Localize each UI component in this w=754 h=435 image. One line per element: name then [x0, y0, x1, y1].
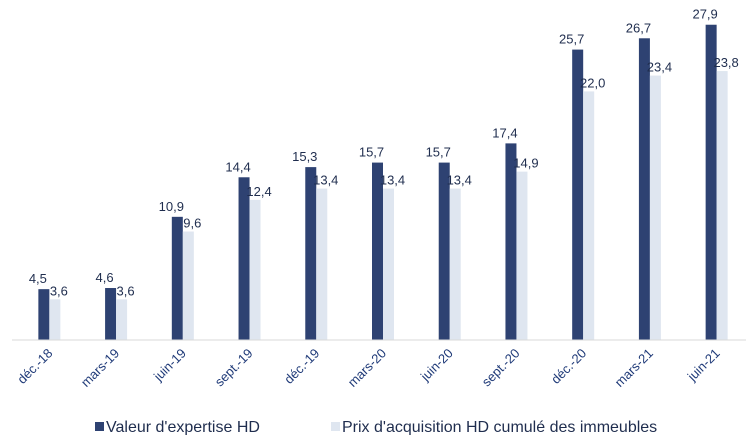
data-label-valeur-expertise-dec-19: 15,3: [292, 149, 317, 164]
x-tick-label-sept-19: sept.-19: [212, 346, 256, 390]
bar-valeur-expertise-sept-19: [238, 177, 250, 340]
data-label-prix-acquisition-mars-19: 3,6: [117, 283, 135, 298]
bar-valeur-expertise-dec-20: [572, 49, 584, 341]
bar-prix-acquisition-mars-19: [116, 299, 128, 340]
data-label-valeur-expertise-dec-20: 25,7: [559, 32, 584, 47]
data-label-prix-acquisition-mars-20: 13,4: [380, 173, 405, 188]
x-tick-label-juin-20: juin-20: [417, 346, 456, 385]
bar-prix-acquisition-juin-21: [716, 71, 728, 340]
data-label-valeur-expertise-juin-20: 15,7: [426, 145, 451, 160]
bar-prix-acquisition-mars-20: [383, 188, 394, 340]
data-label-valeur-expertise-mars-21: 26,7: [626, 20, 651, 35]
bar-valeur-expertise-mars-20: [372, 162, 383, 340]
x-tick-label-mars-20: mars-20: [345, 346, 389, 390]
data-label-prix-acquisition-juin-21: 23,8: [713, 55, 738, 70]
bar-prix-acquisition-sept-19: [249, 199, 261, 340]
x-tick-label-juin-21: juin-21: [684, 346, 723, 385]
bar-valeur-expertise-mars-19: [105, 288, 117, 340]
bar-valeur-expertise-dec-19: [305, 167, 317, 340]
x-tick-label-sept-20: sept.-20: [479, 346, 523, 390]
bar-valeur-expertise-mars-21: [638, 38, 650, 340]
legend-swatch-valeur-expertise: [95, 422, 104, 431]
data-label-valeur-expertise-dec-18: 4,5: [29, 271, 47, 286]
legend: Valeur d'expertise HD Prix d'acquisition…: [95, 419, 657, 435]
bar-prix-acquisition-dec-18: [49, 299, 61, 340]
data-label-prix-acquisition-dec-19: 13,4: [313, 173, 338, 188]
data-label-valeur-expertise-sept-20: 17,4: [492, 125, 517, 140]
data-label-prix-acquisition-juin-20: 13,4: [447, 173, 472, 188]
legend-swatch-prix-acquisition: [331, 422, 340, 431]
bars-group: [38, 24, 728, 341]
data-label-prix-acquisition-dec-18: 3,6: [50, 283, 68, 298]
bar-valeur-expertise-juin-20: [438, 162, 450, 340]
value-labels-group: 4,53,64,63,610,99,614,412,415,313,415,71…: [29, 7, 739, 299]
x-tick-label-dec-18: déc.-18: [14, 346, 55, 387]
bar-prix-acquisition-mars-21: [649, 75, 661, 340]
x-tick-label-dec-20: déc.-20: [548, 346, 589, 387]
data-label-valeur-expertise-juin-19: 10,9: [159, 199, 184, 214]
bar-prix-acquisition-sept-20: [516, 171, 528, 340]
data-label-prix-acquisition-dec-20: 22,0: [580, 75, 605, 90]
bar-prix-acquisition-juin-20: [449, 188, 461, 340]
bar-valeur-expertise-juin-19: [171, 216, 183, 340]
data-label-valeur-expertise-sept-19: 14,4: [225, 159, 250, 174]
data-label-prix-acquisition-juin-19: 9,6: [183, 216, 201, 231]
x-tick-label-mars-21: mars-21: [612, 346, 656, 390]
data-label-prix-acquisition-mars-21: 23,4: [647, 60, 672, 75]
bar-valeur-expertise-juin-21: [705, 24, 717, 340]
data-label-prix-acquisition-sept-20: 14,9: [513, 156, 538, 171]
x-tick-label-juin-19: juin-19: [150, 346, 189, 385]
legend-label-valeur-expertise: Valeur d'expertise HD: [106, 419, 260, 435]
bar-valeur-expertise-sept-20: [505, 143, 517, 340]
data-label-valeur-expertise-mars-19: 4,6: [96, 270, 114, 285]
bar-prix-acquisition-dec-20: [583, 91, 595, 341]
data-label-valeur-expertise-juin-21: 27,9: [692, 7, 717, 22]
legend-label-prix-acquisition: Prix d'acquisition HD cumulé des immeubl…: [342, 419, 657, 435]
x-tick-label-dec-19: déc.-19: [281, 346, 322, 387]
data-label-prix-acquisition-sept-19: 12,4: [246, 184, 271, 199]
data-label-valeur-expertise-mars-20: 15,7: [359, 145, 384, 160]
x-tick-labels-group: déc.-18 mars-19 juin-19 sept.-19 déc.-19 mars…: [14, 346, 723, 390]
bar-prix-acquisition-dec-19: [316, 188, 328, 340]
bar-prix-acquisition-juin-19: [182, 231, 194, 340]
x-tick-label-mars-19: mars-19: [78, 346, 122, 390]
bar-valeur-expertise-dec-18: [38, 289, 50, 340]
